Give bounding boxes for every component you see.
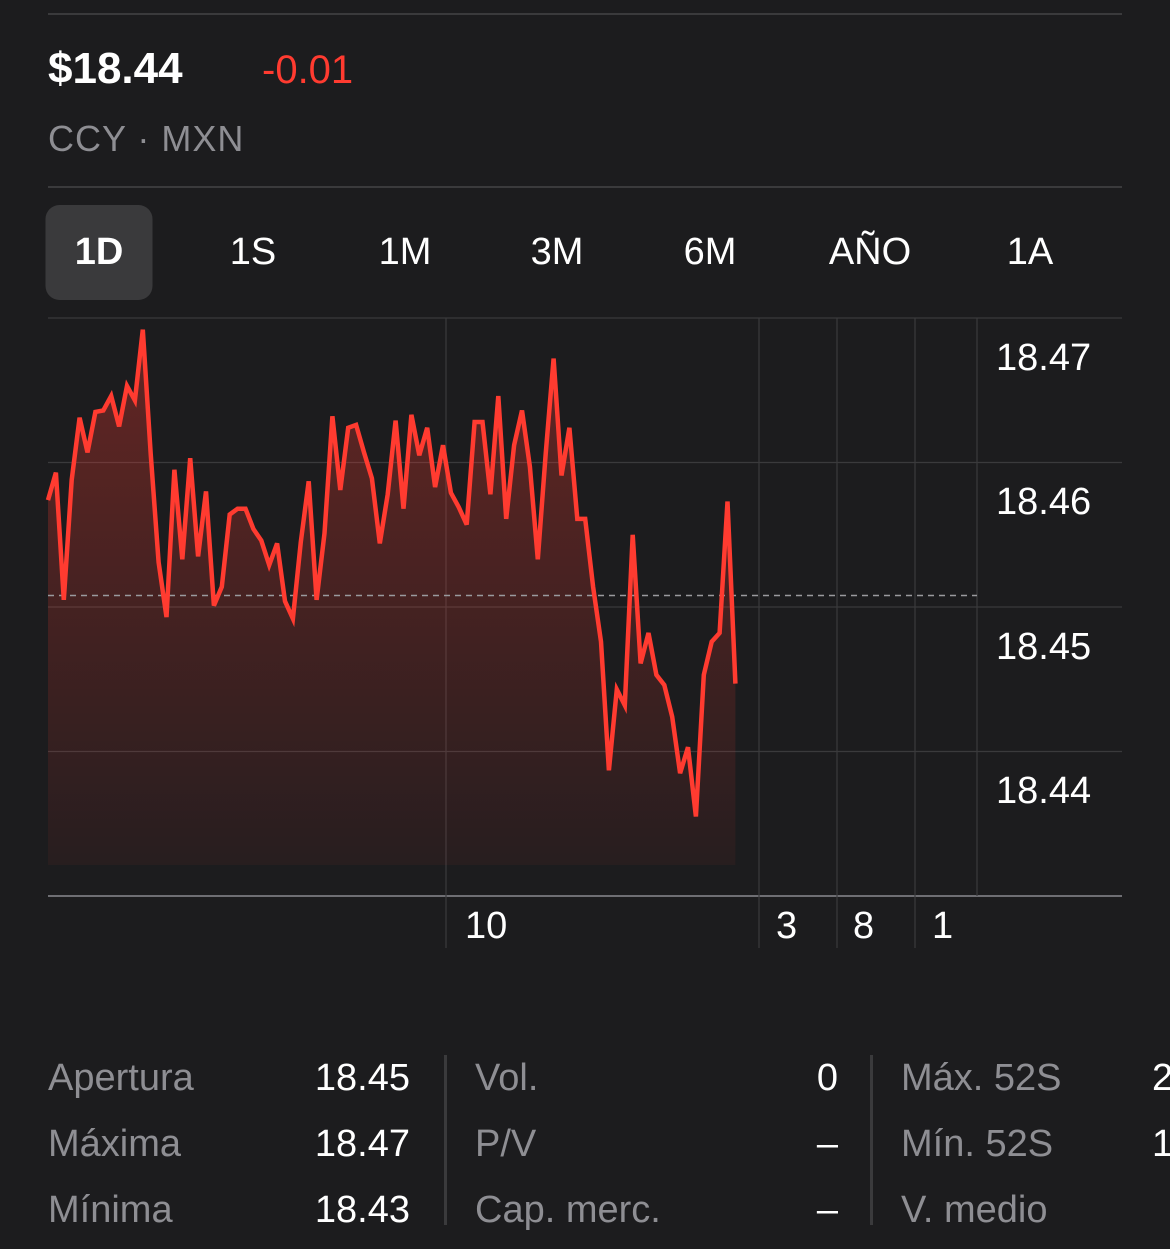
header-divider — [48, 186, 1122, 188]
stats-separator — [870, 1055, 873, 1225]
tab-ytd[interactable]: AÑO — [828, 231, 912, 273]
stat-value-pe: – — [816, 1123, 838, 1165]
tab-3m[interactable]: 3M — [530, 231, 584, 273]
price-line — [45, 329, 738, 817]
tab-1d[interactable]: 1D — [45, 205, 153, 300]
stat-label-open: Apertura — [48, 1057, 194, 1099]
tab-1a[interactable]: 1A — [1006, 231, 1054, 273]
stat-label-52w-low: Mín. 52S — [901, 1123, 1054, 1165]
y-tick-label: 18.47 — [996, 337, 1092, 379]
stat-label-high: Máxima — [48, 1123, 182, 1165]
stat-label-pe: P/V — [475, 1123, 537, 1165]
stat-label-avg-volume: V. medio — [901, 1189, 1048, 1231]
y-tick-label: 18.44 — [996, 770, 1092, 812]
stat-label-low: Mínima — [48, 1189, 173, 1231]
current-price: $18.44 — [48, 44, 183, 93]
stats-separator — [444, 1055, 447, 1225]
price-area-fill — [48, 329, 736, 866]
x-tick-label: 1 — [932, 905, 954, 947]
y-tick-label: 18.45 — [996, 626, 1092, 668]
currency-subtitle: CCY · MXN — [48, 118, 245, 159]
stat-label-52w-high: Máx. 52S — [901, 1057, 1062, 1099]
stat-value-52w-high: 2 — [1152, 1057, 1170, 1099]
stat-value-low: 18.43 — [314, 1189, 410, 1231]
stat-value-high: 18.47 — [314, 1123, 410, 1165]
stat-value-market-cap: – — [816, 1189, 838, 1231]
price-change: -0.01 — [262, 48, 354, 92]
x-tick-label: 8 — [853, 905, 875, 947]
tab-1m[interactable]: 1M — [378, 231, 432, 273]
stat-value-volume: 0 — [816, 1057, 838, 1099]
x-tick-label: 3 — [776, 905, 798, 947]
tab-1s[interactable]: 1S — [229, 231, 277, 273]
y-tick-label: 18.46 — [996, 481, 1092, 523]
x-tick-label: 10 — [465, 905, 508, 947]
top-divider — [48, 13, 1122, 15]
tab-6m[interactable]: 6M — [683, 231, 737, 273]
stat-value-open: 18.45 — [314, 1057, 410, 1099]
stat-label-market-cap: Cap. merc. — [475, 1189, 661, 1231]
stat-label-volume: Vol. — [475, 1057, 539, 1099]
stat-value-52w-low: 1 — [1152, 1123, 1170, 1165]
